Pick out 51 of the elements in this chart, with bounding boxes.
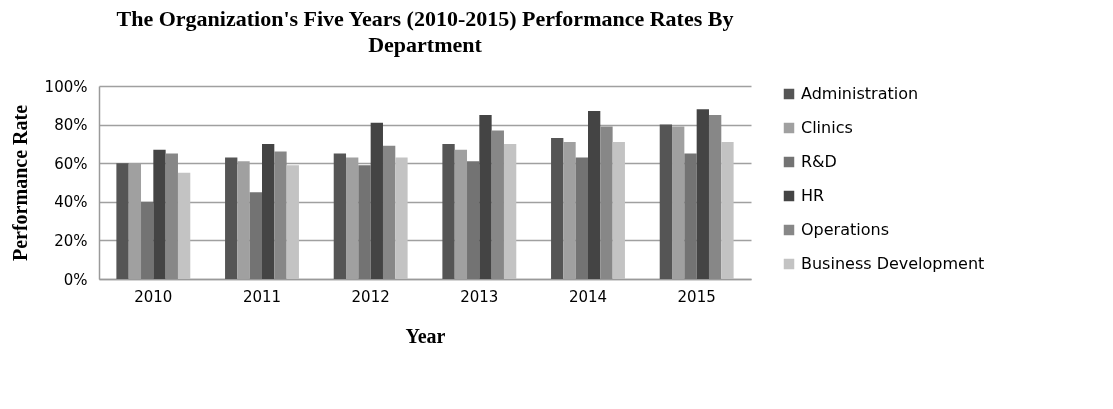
x-tick-label: 2011 bbox=[242, 287, 282, 306]
bar bbox=[141, 201, 154, 279]
bar bbox=[225, 157, 238, 279]
bar bbox=[274, 151, 287, 279]
bar bbox=[612, 141, 625, 279]
bar bbox=[116, 163, 129, 279]
x-axis-title: Year bbox=[405, 324, 446, 347]
bar bbox=[165, 153, 178, 279]
bar bbox=[479, 114, 492, 279]
y-tick-label: 60% bbox=[54, 154, 88, 173]
bar bbox=[153, 149, 166, 279]
bar bbox=[467, 161, 480, 279]
y-tick-label: 20% bbox=[54, 231, 88, 250]
x-tick-label: 2014 bbox=[568, 287, 608, 306]
bar bbox=[588, 111, 601, 279]
x-tick-label: 2015 bbox=[677, 287, 716, 306]
y-axis-title: Performance Rate bbox=[8, 104, 31, 262]
y-tick-label: 80% bbox=[54, 116, 88, 135]
bar bbox=[708, 114, 722, 279]
legend-label: R&D bbox=[801, 152, 837, 171]
bar bbox=[684, 153, 697, 279]
bar bbox=[659, 124, 673, 279]
bar bbox=[286, 165, 299, 279]
bar bbox=[249, 192, 262, 279]
bar bbox=[177, 172, 191, 279]
legend-label: Clinics bbox=[801, 118, 853, 137]
bar bbox=[503, 143, 517, 279]
bar bbox=[575, 157, 588, 279]
bar bbox=[442, 143, 455, 279]
bar bbox=[262, 143, 275, 279]
bar bbox=[696, 109, 709, 279]
bar bbox=[551, 138, 564, 279]
bar bbox=[395, 157, 408, 279]
bar bbox=[358, 165, 371, 279]
bar bbox=[491, 130, 504, 279]
bar bbox=[370, 122, 383, 279]
y-tick-label: 0% bbox=[63, 270, 88, 289]
x-tick-label: 2010 bbox=[134, 287, 173, 306]
legend-label: Operations bbox=[801, 220, 889, 239]
bar bbox=[382, 145, 396, 279]
bar bbox=[600, 126, 613, 279]
bar bbox=[333, 153, 347, 279]
y-tick-label: 100% bbox=[44, 77, 88, 96]
chart-title: The Organization's Five Years (2010-2015) Performance Rates By Department bbox=[116, 6, 734, 57]
legend-label: Administration bbox=[801, 84, 919, 103]
x-tick-label: 2013 bbox=[460, 287, 499, 306]
legend-label: HR bbox=[801, 186, 825, 205]
x-tick-label: 2012 bbox=[351, 287, 390, 306]
y-tick-label: 40% bbox=[54, 193, 88, 212]
legend-label: Business Development bbox=[801, 254, 985, 273]
bar bbox=[721, 141, 734, 279]
